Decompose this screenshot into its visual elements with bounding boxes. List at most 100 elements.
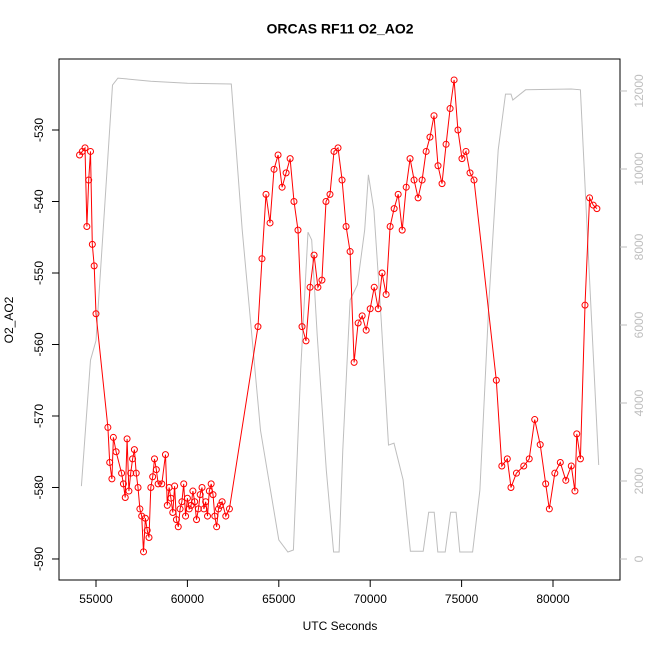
data-point (414, 194, 422, 202)
data-point (410, 176, 418, 184)
data-point (222, 512, 230, 520)
data-point (466, 169, 474, 177)
data-point (207, 480, 215, 488)
data-point (214, 505, 222, 513)
data-point (422, 147, 430, 155)
x-tick-label: 75000 (445, 592, 479, 606)
data-point (314, 283, 322, 291)
x-tick-label: 70000 (354, 592, 388, 606)
data-point (87, 147, 95, 155)
data-point (196, 491, 204, 499)
data-point (205, 487, 213, 495)
data-point (92, 310, 100, 318)
data-point (366, 305, 374, 313)
data-point (438, 180, 446, 188)
data-point (290, 197, 298, 205)
data-point (398, 226, 406, 234)
data-point (342, 223, 350, 231)
data-point (302, 337, 310, 345)
data-point (338, 176, 346, 184)
data-point (138, 512, 146, 520)
data-point (586, 194, 594, 202)
y-tick-label: -550 (32, 261, 46, 285)
data-point (200, 505, 208, 513)
data-point (129, 455, 137, 463)
data-point (149, 473, 157, 481)
data-point (161, 451, 169, 459)
data-point (191, 498, 199, 506)
y2-tick-label: 0 (632, 555, 646, 562)
data-point (83, 223, 91, 231)
y2-tick-label: 4000 (632, 389, 646, 416)
data-point (112, 448, 120, 456)
data-point (274, 151, 282, 159)
data-point (512, 469, 520, 477)
plot-frame (58, 58, 621, 581)
chart-title: ORCAS RF11 O2_AO2 (266, 21, 413, 37)
data-point (193, 516, 201, 524)
data-point (140, 548, 148, 556)
data-point (346, 248, 354, 256)
data-point (134, 483, 142, 491)
y2-tick-label: 2000 (632, 467, 646, 494)
data-point (204, 512, 212, 520)
data-point (330, 147, 338, 155)
data-point (374, 305, 382, 313)
data-point (358, 312, 366, 320)
data-point (571, 487, 579, 495)
y2-tick-label: 10000 (632, 152, 646, 186)
data-point (262, 190, 270, 198)
data-point (180, 480, 188, 488)
data-point (386, 223, 394, 231)
data-point (581, 301, 589, 309)
x-tick-label: 55000 (79, 592, 113, 606)
data-point (282, 169, 290, 177)
data-point (562, 476, 570, 484)
data-point (462, 147, 470, 155)
data-point (187, 501, 195, 509)
data-point (382, 290, 390, 298)
data-point (394, 190, 402, 198)
data-point (354, 319, 362, 327)
data-point (318, 276, 326, 284)
data-point (118, 469, 126, 477)
data-point (90, 262, 98, 270)
data-point (198, 483, 206, 491)
y-tick-label: -560 (32, 332, 46, 356)
data-point (185, 505, 193, 513)
data-point (286, 155, 294, 163)
data-point (81, 144, 89, 152)
data-point (194, 505, 202, 513)
data-point (136, 505, 144, 513)
y-tick-label: -530 (32, 118, 46, 142)
data-point (174, 523, 182, 531)
data-point (503, 455, 511, 463)
data-point (143, 526, 151, 534)
data-point (306, 283, 314, 291)
data-point (551, 469, 559, 477)
data-point (169, 509, 177, 517)
data-point (209, 491, 217, 499)
data-point (150, 455, 158, 463)
data-point (218, 498, 226, 506)
data-point (121, 493, 129, 501)
y2-tick-label: 8000 (632, 233, 646, 260)
data-point (450, 76, 458, 84)
data-point (254, 323, 262, 331)
data-point (172, 516, 180, 524)
data-point (567, 462, 575, 470)
data-point (163, 501, 171, 509)
data-point (189, 487, 197, 495)
data-point (176, 505, 184, 513)
data-point (202, 498, 210, 506)
data-point (216, 501, 224, 509)
data-point (434, 162, 442, 170)
y-tick-label: -590 (32, 547, 46, 571)
data-point (334, 144, 342, 152)
data-point (294, 226, 302, 234)
data-point (167, 494, 175, 502)
data-point (507, 483, 515, 491)
data-point (258, 255, 266, 263)
data-point (225, 505, 233, 513)
data-point (545, 505, 553, 513)
